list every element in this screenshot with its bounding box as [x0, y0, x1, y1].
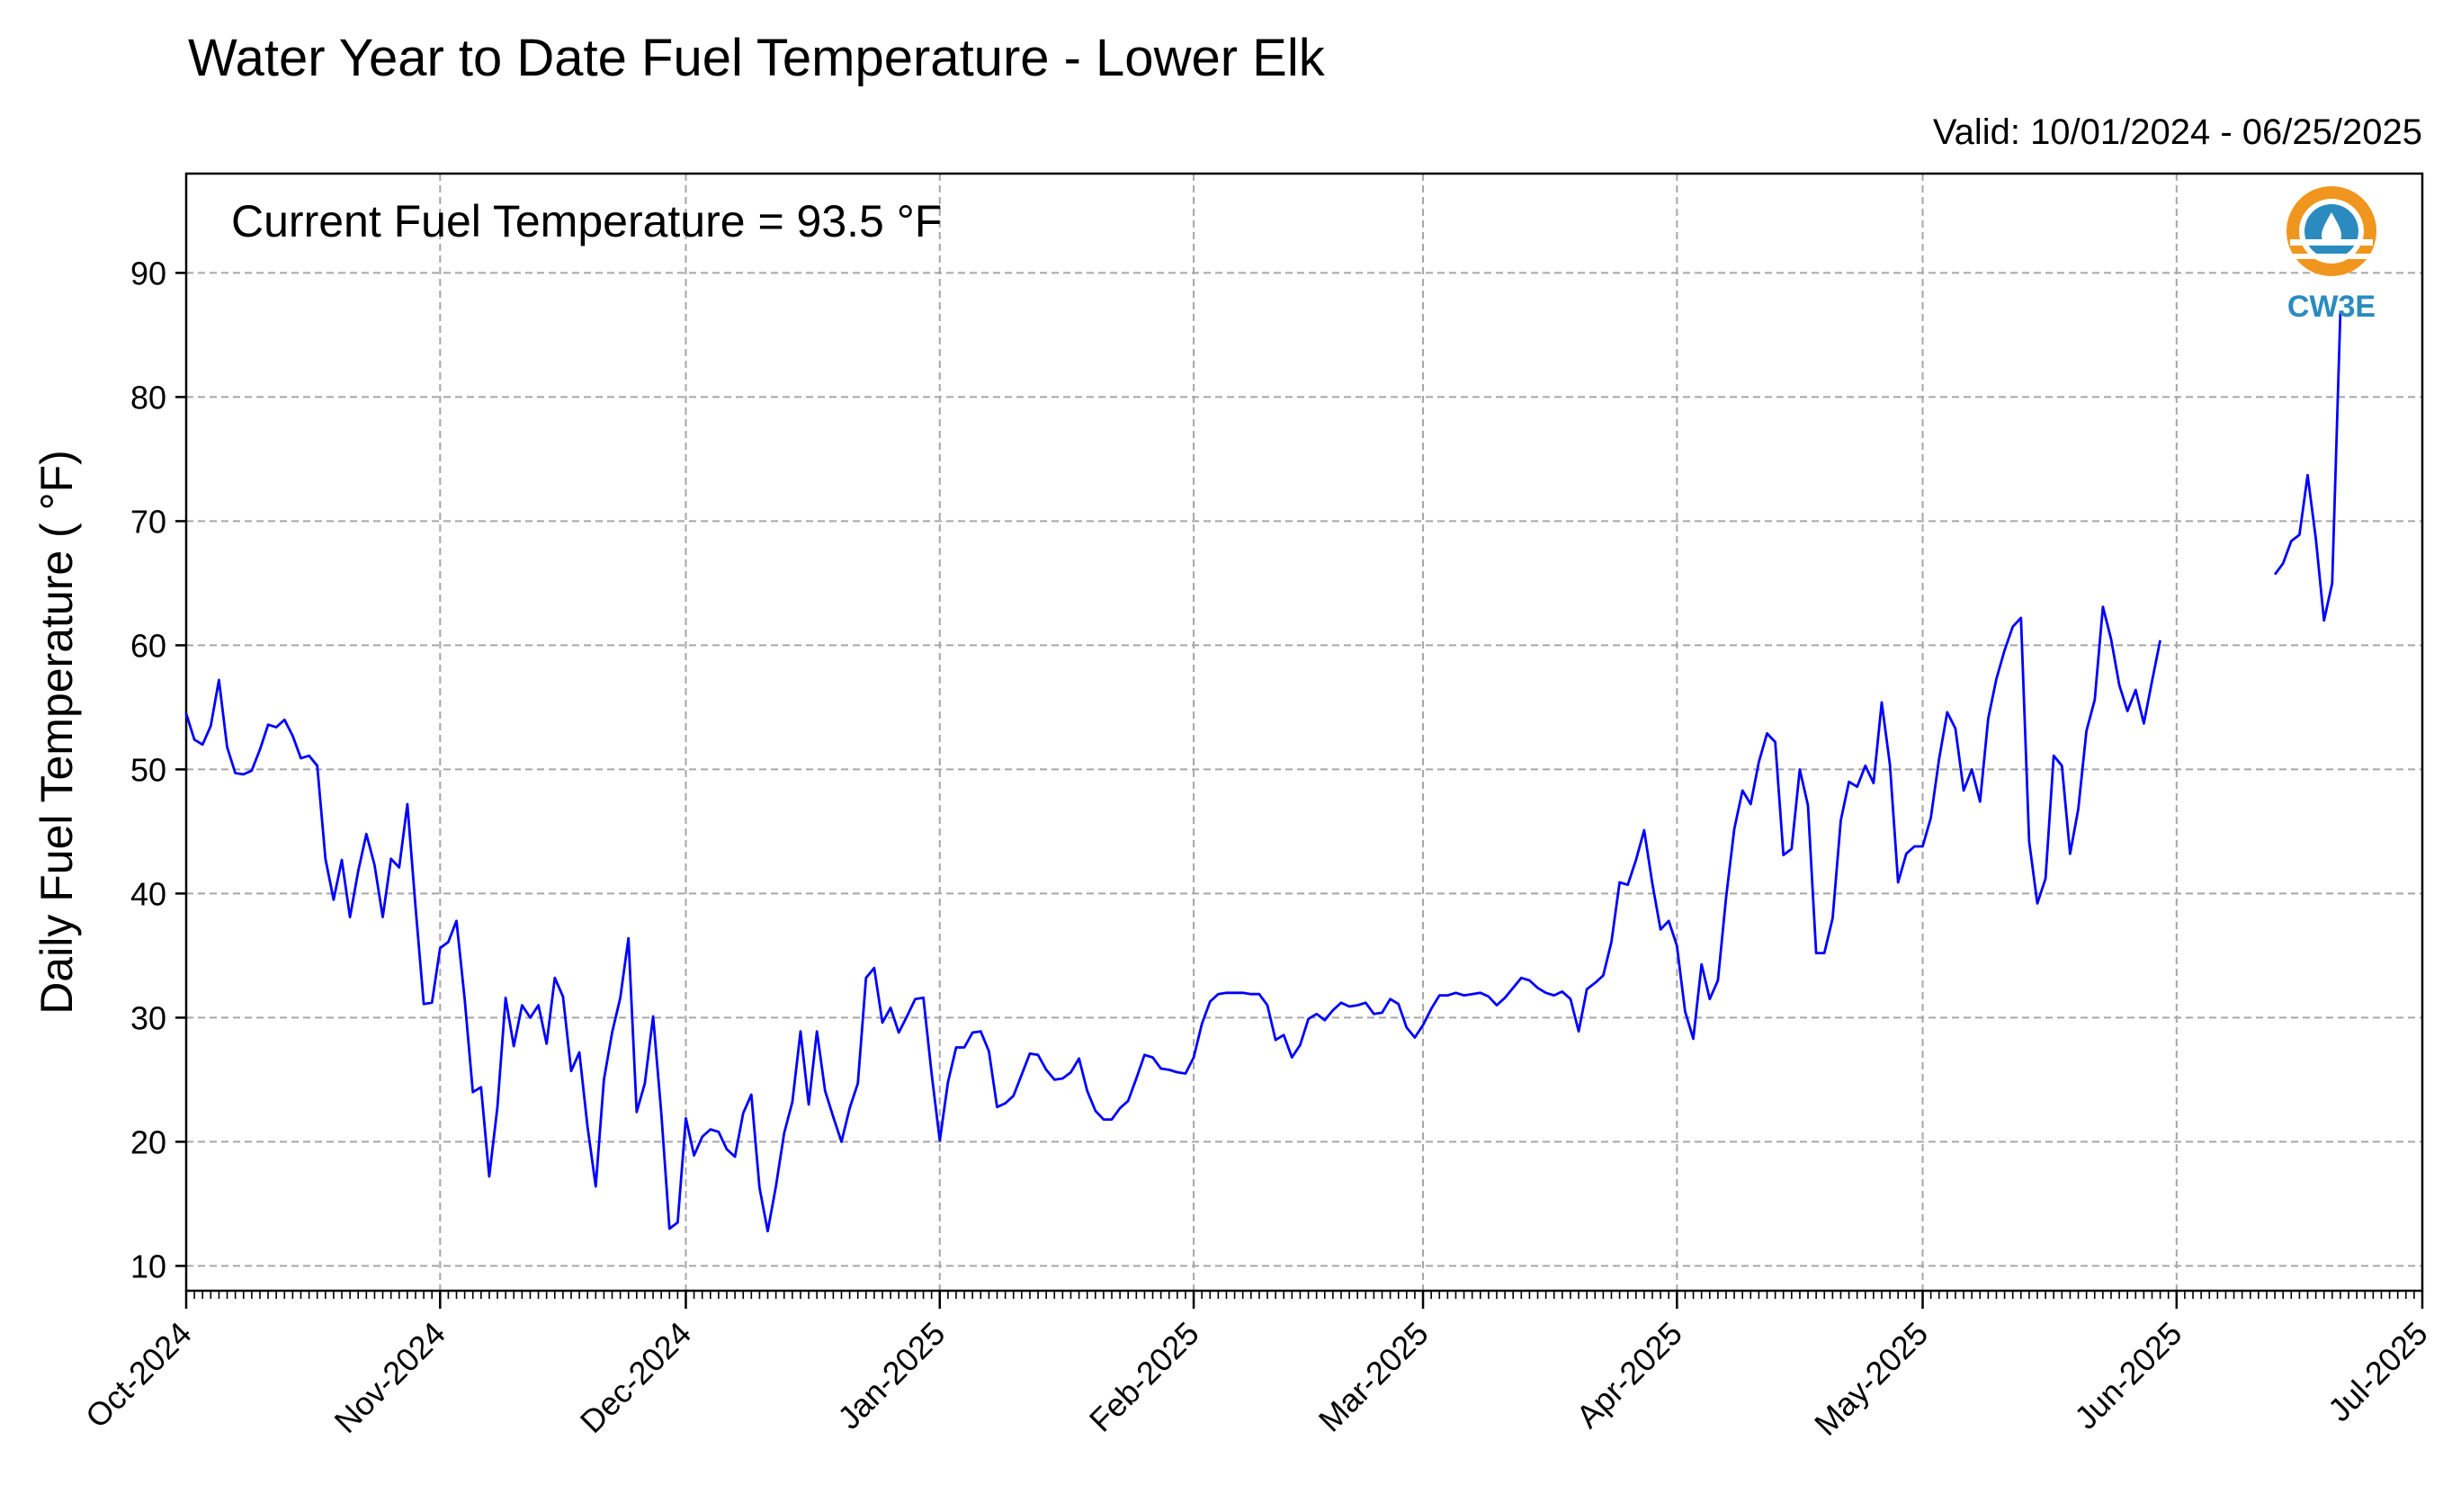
chart-title: Water Year to Date Fuel Temperature - Lo… [188, 29, 1326, 87]
gridlines [186, 174, 2422, 1291]
y-axis: 10 20 30 40 50 60 70 80 90 [130, 255, 186, 1284]
y-tick-label: 40 [130, 875, 166, 912]
x-tick-label: Dec-2024 [573, 1315, 698, 1440]
x-tick-label: Apr-2025 [1569, 1315, 1689, 1436]
x-axis: Oct-2024 Nov-2024 Dec-2024 Jan-2025 Feb-2025… [78, 1291, 2435, 1443]
x-tick-label: Nov-2024 [327, 1315, 452, 1440]
series-fuel-temperature [184, 312, 2342, 1233]
x-tick-label: Oct-2024 [78, 1315, 199, 1436]
x-tick-label: Jul-2025 [2321, 1315, 2435, 1429]
plot-area-frame [184, 172, 2424, 1293]
logo-wave-icon [2290, 254, 2373, 259]
y-tick-label: 70 [130, 503, 166, 540]
cw3e-logo: CW3E [2286, 186, 2376, 324]
x-tick-label: Jun-2025 [2067, 1315, 2188, 1436]
x-tick-label: Feb-2025 [1082, 1315, 1206, 1439]
logo-drop-icon [2322, 212, 2341, 246]
y-tick-label: 50 [130, 751, 166, 788]
x-tick-label: May-2025 [1807, 1315, 1935, 1443]
y-tick-label: 60 [130, 627, 166, 664]
y-tick-label: 80 [130, 379, 166, 416]
x-tick-label: Jan-2025 [830, 1315, 952, 1436]
logo-text: CW3E [2287, 290, 2376, 324]
y-tick-label: 20 [130, 1123, 166, 1160]
minor-ticks [185, 1291, 2423, 1299]
series-line-segment [2273, 312, 2342, 622]
series-line-segment [184, 605, 2161, 1233]
y-tick-label: 10 [130, 1248, 166, 1284]
y-axis-label: Daily Fuel Temperature ( °F) [31, 450, 82, 1015]
valid-date-range: Valid: 10/01/2024 - 06/25/2025 [1933, 112, 2422, 152]
y-tick-label: 90 [130, 255, 166, 291]
current-temperature-annotation: Current Fuel Temperature = 93.5 °F [231, 196, 942, 246]
y-tick-label: 30 [130, 999, 166, 1036]
x-tick-label: Mar-2025 [1311, 1315, 1436, 1439]
